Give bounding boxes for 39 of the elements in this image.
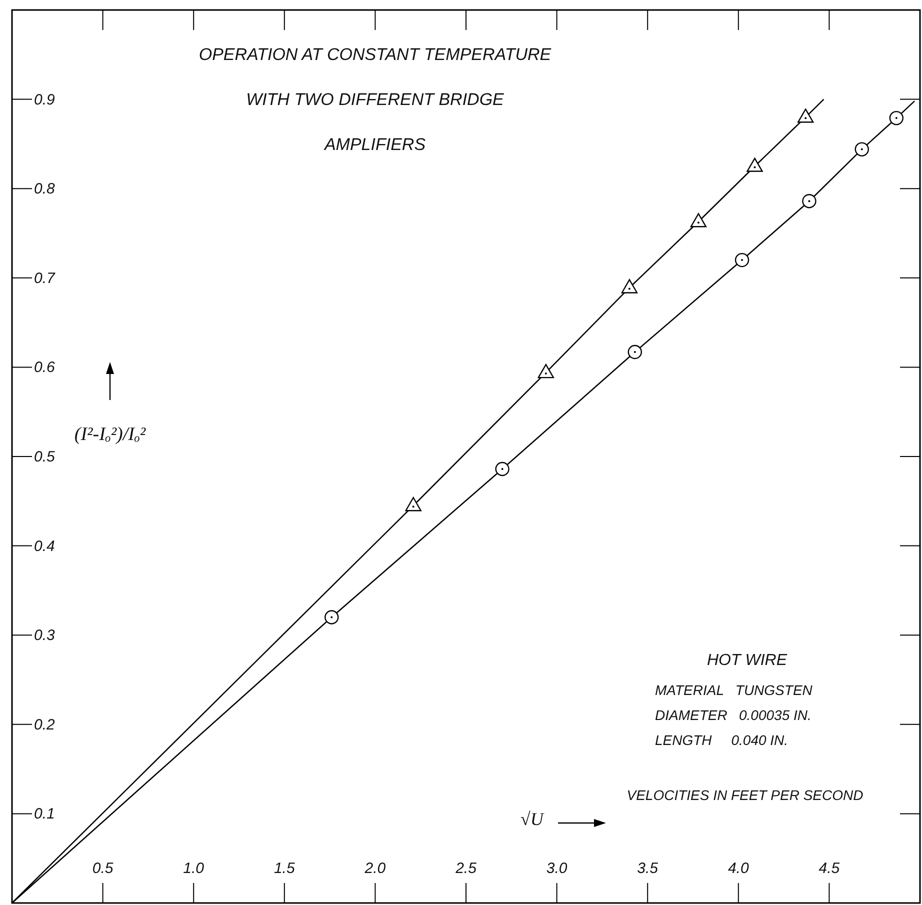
annotation: MATERIAL TUNGSTEN <box>655 682 814 698</box>
annotation: LENGTH 0.040 IN. <box>655 732 788 748</box>
x-tick-label: 3.5 <box>637 860 659 877</box>
annotation: DIAMETER 0.00035 IN. <box>655 707 812 723</box>
point <box>324 610 339 624</box>
point <box>621 279 638 294</box>
x-tick-label: 0.5 <box>92 860 114 877</box>
x-tick-label: 4.5 <box>818 860 840 877</box>
y-tick-label: 0.2 <box>34 716 56 734</box>
y-tick-label: 0.9 <box>34 91 56 108</box>
y-axis-title: (I²-Iₒ²)/Iₒ² <box>74 424 146 445</box>
point <box>690 213 707 228</box>
chart-title: OPERATION AT CONSTANT TEMPERATURE WITH TWO DIFFERENT BRIDGE AMPLIFIERS <box>198 45 552 154</box>
x-tick-label: 2.5 <box>454 860 478 877</box>
annotation: VELOCITIES IN FEET PER SECOND <box>626 787 864 803</box>
point <box>802 194 816 208</box>
point <box>854 142 869 156</box>
y-tick-label: 0.6 <box>34 359 56 376</box>
y-tick-label: 0.5 <box>34 448 56 466</box>
y-tick-label: 0.3 <box>34 627 56 644</box>
x-tick-label: 4.0 <box>728 860 750 877</box>
y-tick-label: 0.4 <box>34 538 55 555</box>
annotation: HOT WIRE <box>707 652 788 669</box>
point <box>628 344 642 360</box>
point <box>734 252 750 268</box>
point <box>538 364 554 378</box>
y-tick-label: 0.8 <box>34 180 56 198</box>
point <box>889 110 904 126</box>
x-tick-label: 1.0 <box>183 860 205 877</box>
y-tick-label: 0.1 <box>34 806 55 823</box>
y-tick-label: 0.7 <box>34 270 56 287</box>
x-tick-label: 1.5 <box>274 860 296 877</box>
point <box>405 497 422 512</box>
point <box>746 158 763 172</box>
point <box>797 108 814 123</box>
x-tick-label: 3.0 <box>546 860 568 877</box>
point <box>495 462 510 476</box>
x-tick-label: 2.0 <box>364 860 386 877</box>
x-axis-title: √U <box>520 809 544 829</box>
